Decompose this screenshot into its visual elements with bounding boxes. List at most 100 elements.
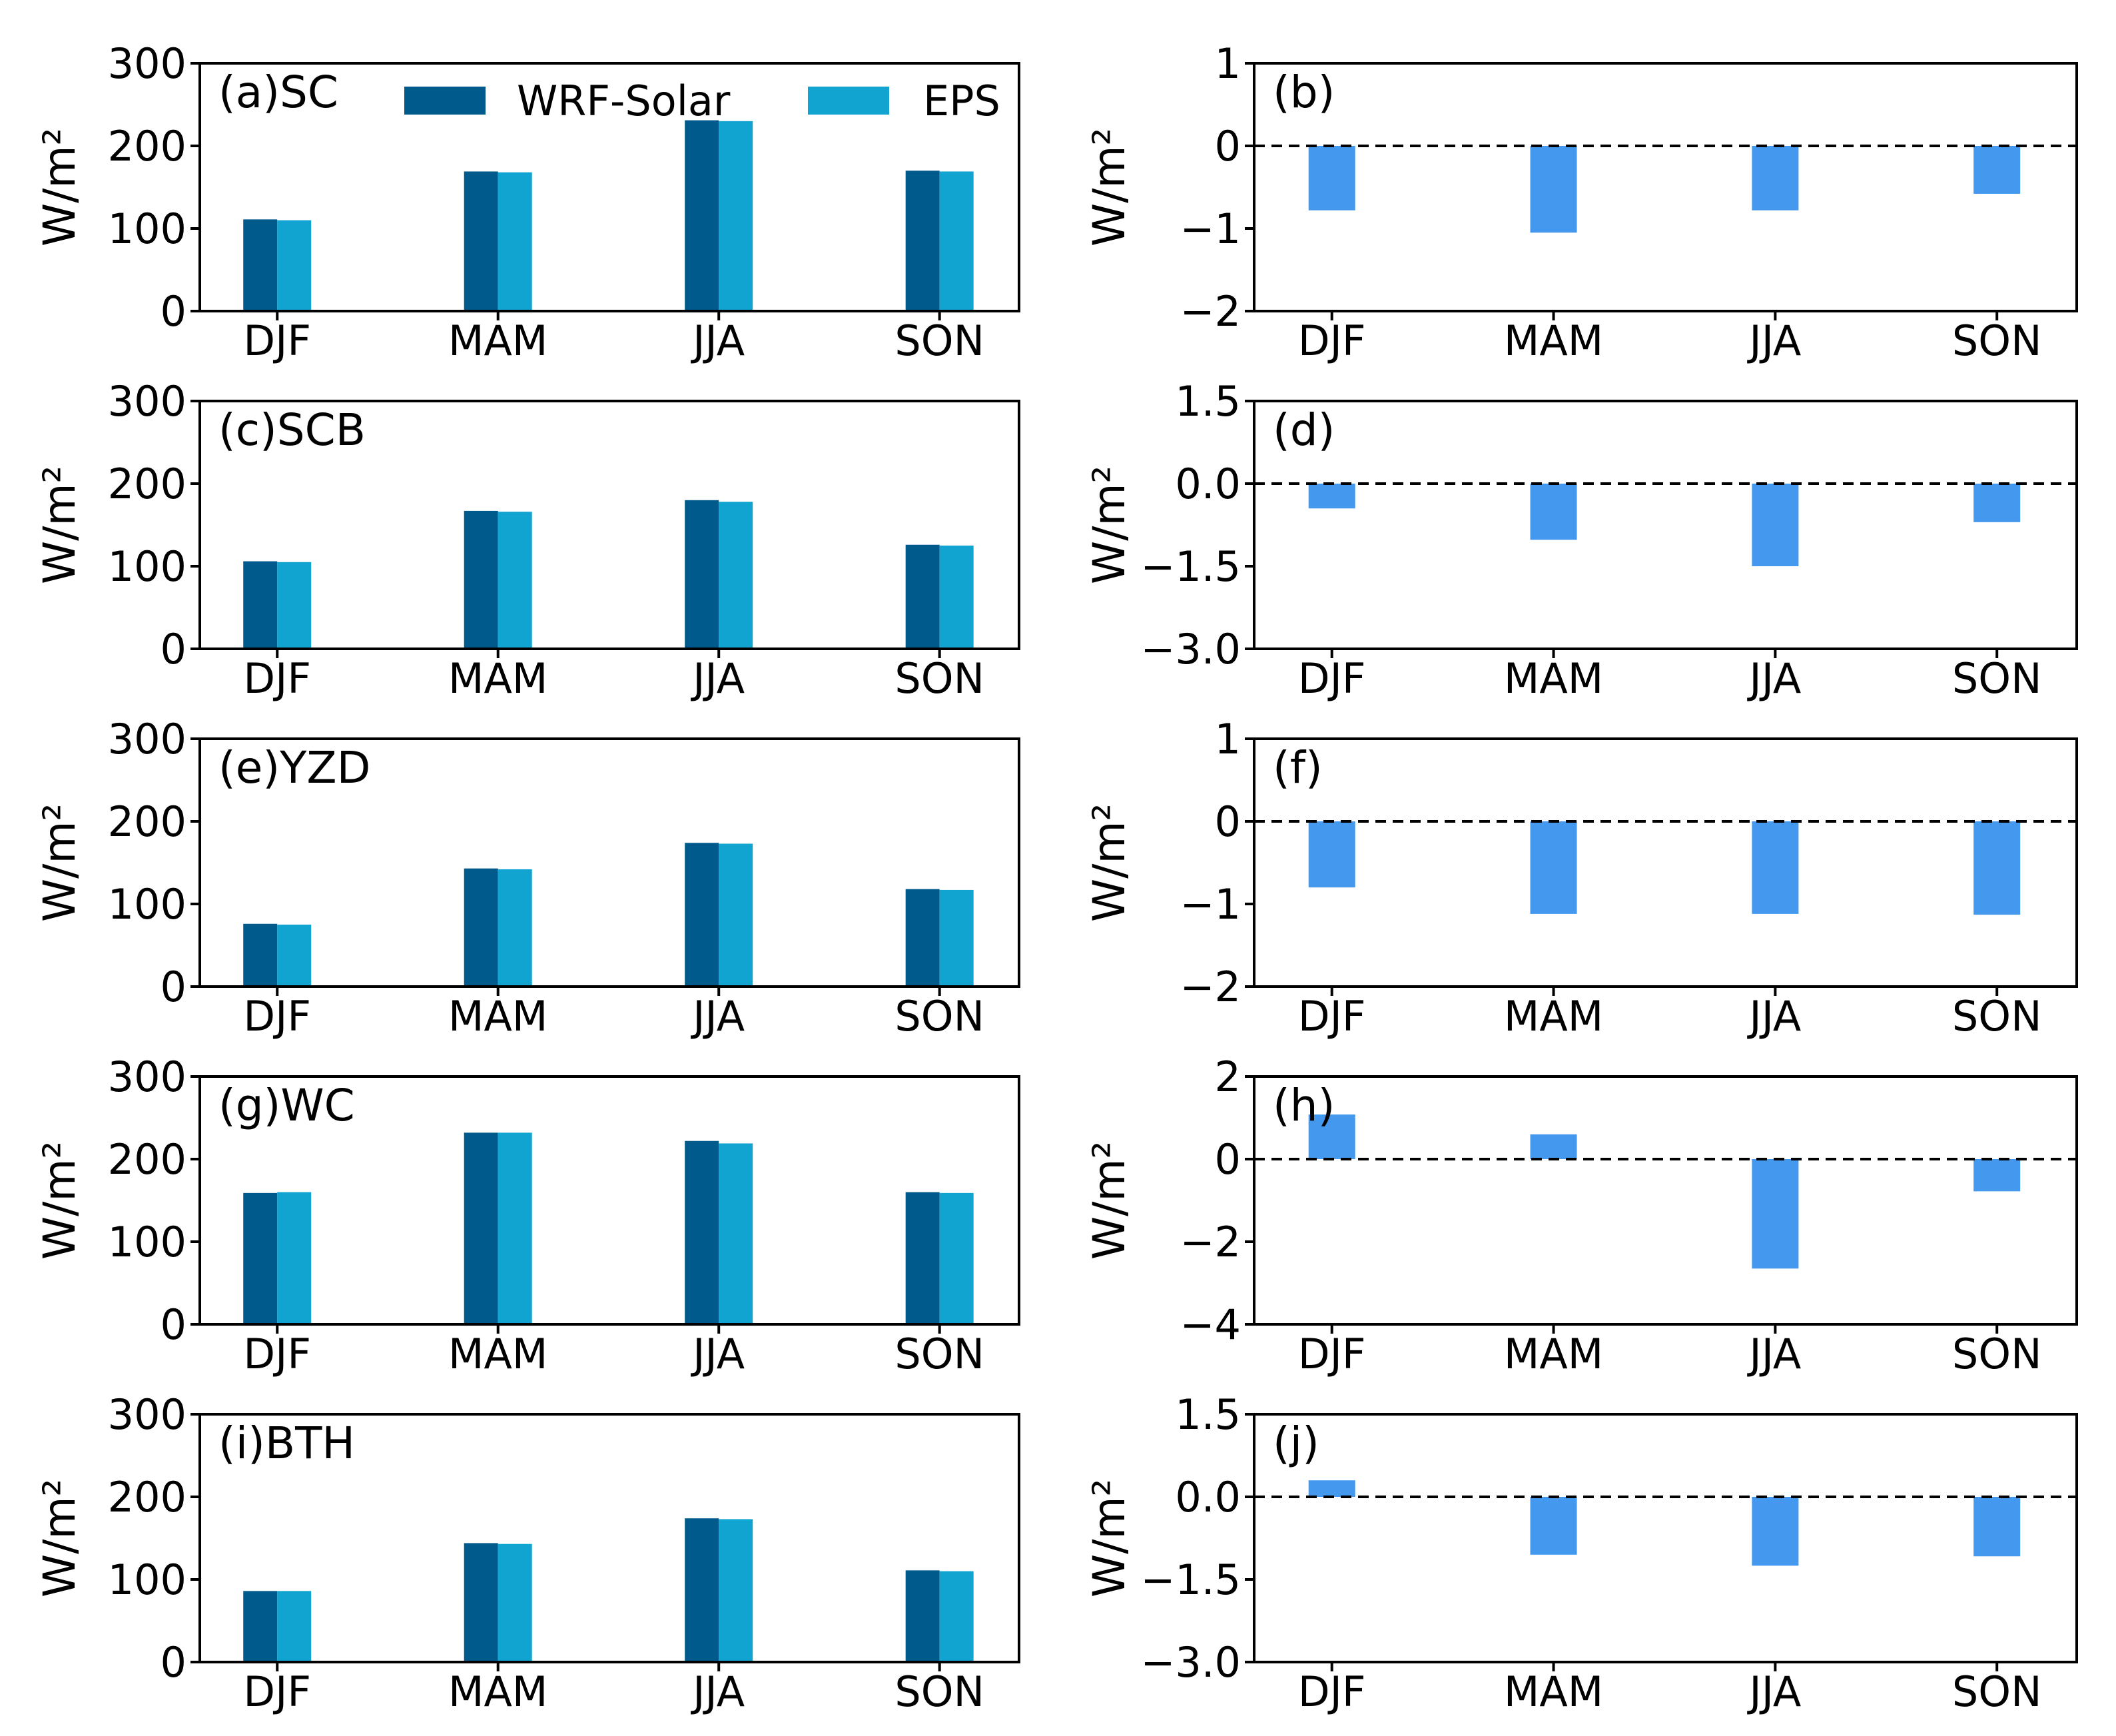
bar-diff-jja [1752, 1159, 1799, 1269]
y-tick-label: 100 [108, 880, 186, 929]
bar-diff-jja [1752, 821, 1799, 914]
y-axis-label: W/m² [34, 128, 85, 246]
y-tick-label: 0 [161, 287, 186, 336]
panel-j: −3.0 −1.5 0.0 1.5 DJF MAM JJA SON W/m² (j) [1084, 1390, 2078, 1716]
bar-eps-jja [719, 1143, 753, 1324]
x-tick-label: JJA [1746, 992, 1801, 1041]
bar-wrf-solar-son [905, 889, 940, 987]
panel-cscb: 0 100 200 300 DJF MAM JJA SON W/m² (c)SCB [34, 377, 1020, 703]
y-tick-label: 200 [108, 460, 186, 508]
x-tick-label: JJA [690, 654, 745, 703]
bar-wrf-solar-mam [464, 510, 498, 649]
y-tick-label: 1.5 [1175, 377, 1241, 426]
x-tick-label: SON [894, 1667, 984, 1716]
y-tick-label: 200 [108, 122, 186, 171]
x-tick-label: DJF [1298, 316, 1366, 365]
bar-wrf-solar-jja [685, 843, 719, 987]
panel-gwc: 0 100 200 300 DJF MAM JJA SON W/m² (g)WC [34, 1053, 1020, 1378]
bar-eps-mam [498, 172, 532, 311]
y-tick-label: 200 [108, 1473, 186, 1521]
x-tick-label: JJA [1746, 1667, 1801, 1716]
x-tick-label: SON [894, 316, 984, 365]
y-tick-label: 1 [1215, 39, 1241, 88]
y-tick-label: 1 [1215, 715, 1241, 763]
panel-label: (f) [1273, 742, 1323, 793]
y-tick-label: −1.5 [1140, 1555, 1241, 1604]
y-tick-label: 300 [108, 1053, 186, 1101]
x-tick-label: DJF [243, 316, 311, 365]
axes-frame [1253, 62, 2078, 312]
x-tick-label: SON [1952, 316, 2042, 365]
y-tick-label: 1.5 [1175, 1390, 1241, 1439]
bar-diff-mam [1530, 484, 1577, 540]
y-tick-label: 100 [108, 1218, 186, 1266]
bar-eps-son [939, 1571, 974, 1662]
bar-diff-mam [1530, 146, 1577, 233]
bar-diff-son [1973, 1497, 2021, 1557]
bar-wrf-solar-djf [243, 1591, 278, 1662]
axes-frame [1253, 737, 2078, 988]
bar-wrf-solar-son [905, 544, 940, 649]
y-axis-label: W/m² [1084, 128, 1135, 246]
x-tick-label: MAM [1504, 992, 1603, 1041]
axes-frame [198, 400, 1020, 650]
bar-diff-jja [1752, 146, 1799, 211]
x-tick-label: DJF [1298, 654, 1366, 703]
axes-frame [198, 1075, 1020, 1326]
bar-eps-mam [498, 1543, 532, 1662]
axes-frame [1253, 400, 2078, 650]
panel-label: (d) [1273, 404, 1335, 456]
legend: WRF-Solar EPS [404, 77, 1000, 125]
bar-eps-djf [277, 220, 312, 311]
y-tick-label: 0 [161, 1638, 186, 1687]
y-tick-label: −1.5 [1140, 542, 1241, 591]
panel-label: (e)YZD [218, 742, 370, 793]
bar-wrf-solar-son [905, 171, 940, 311]
bar-wrf-solar-son [905, 1192, 940, 1324]
x-tick-label: JJA [690, 1667, 745, 1716]
x-tick-label: SON [894, 654, 984, 703]
y-tick-label: −1 [1180, 880, 1241, 929]
bar-wrf-solar-jja [685, 1140, 719, 1324]
panel-d: −3.0 −1.5 0.0 1.5 DJF MAM JJA SON W/m² (d) [1084, 377, 2078, 703]
panel-b: −2 −1 0 1 DJF MAM JJA SON W/m² (b) [1084, 39, 2078, 365]
x-tick-label: MAM [1504, 1330, 1603, 1378]
bar-diff-mam [1530, 1134, 1577, 1159]
panel-label: (h) [1273, 1080, 1335, 1131]
x-tick-label: SON [1952, 1667, 2042, 1716]
x-tick-label: SON [1952, 654, 2042, 703]
panel-label: (a)SC [218, 67, 338, 118]
panel-label: (j) [1273, 1418, 1319, 1469]
bar-wrf-solar-djf [243, 561, 278, 649]
y-tick-label: 0.0 [1175, 460, 1241, 508]
y-tick-label: 0 [1215, 797, 1241, 846]
x-tick-label: DJF [243, 1330, 311, 1378]
bar-wrf-solar-mam [464, 171, 498, 311]
bar-eps-djf [277, 1591, 312, 1662]
bar-wrf-solar-jja [685, 1518, 719, 1662]
y-tick-label: 100 [108, 542, 186, 591]
bar-eps-jja [719, 502, 753, 649]
y-tick-label: −2 [1180, 963, 1241, 1011]
x-tick-label: SON [1952, 992, 2042, 1041]
x-tick-label: JJA [1746, 316, 1801, 365]
bar-eps-jja [719, 121, 753, 312]
bar-wrf-solar-son [905, 1570, 940, 1662]
y-tick-label: 100 [108, 205, 186, 253]
axes-frame [198, 737, 1020, 988]
y-tick-label: 0 [161, 625, 186, 673]
x-tick-label: DJF [1298, 992, 1366, 1041]
bar-eps-jja [719, 1519, 753, 1662]
y-tick-label: 200 [108, 1135, 186, 1184]
bar-eps-djf [277, 925, 312, 987]
bar-wrf-solar-jja [685, 500, 719, 649]
bar-diff-djf [1308, 1480, 1355, 1497]
x-tick-label: DJF [243, 654, 311, 703]
bar-eps-son [939, 546, 974, 649]
legend-swatch-eps [808, 87, 889, 115]
x-tick-label: MAM [448, 316, 547, 365]
y-tick-label: 300 [108, 715, 186, 763]
x-tick-label: MAM [1504, 316, 1603, 365]
x-tick-label: MAM [448, 654, 547, 703]
